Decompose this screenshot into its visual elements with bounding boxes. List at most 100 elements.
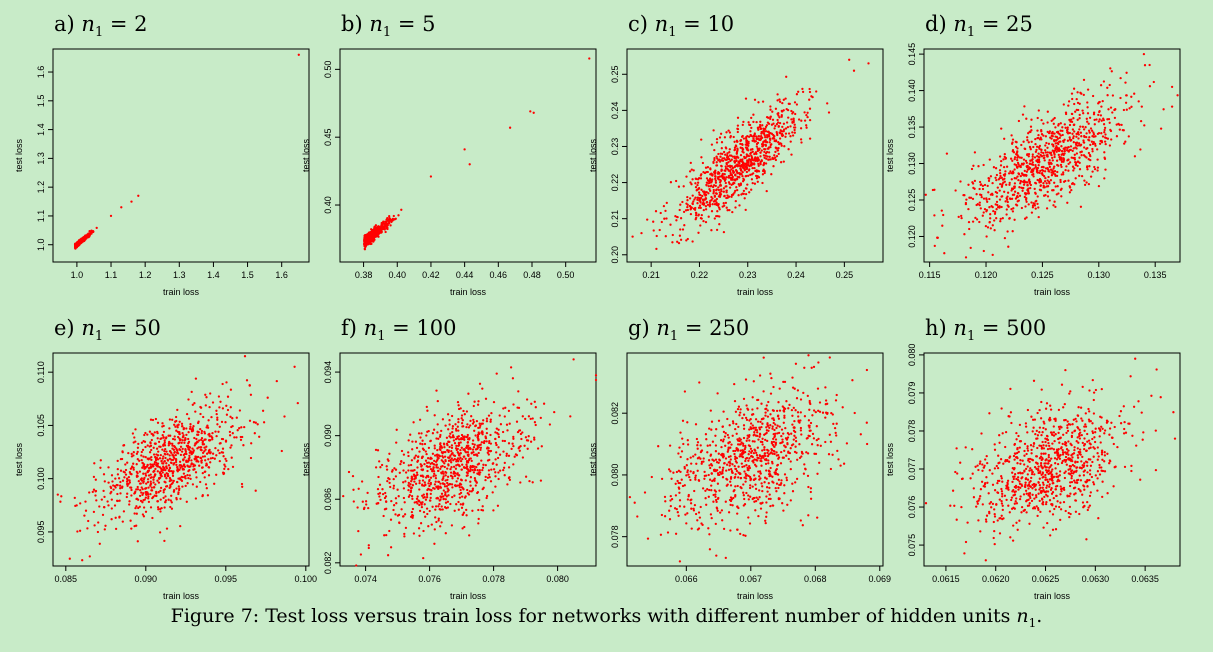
- data-point: [1071, 149, 1074, 153]
- data-point: [1003, 236, 1007, 240]
- data-point: [732, 171, 736, 174]
- data-point: [449, 474, 453, 477]
- data-point: [466, 451, 470, 454]
- y-tick-label: 1.4: [36, 123, 46, 136]
- data-point: [455, 464, 458, 467]
- data-point: [697, 231, 700, 234]
- x-tick-label: 1.2: [139, 270, 152, 280]
- data-point: [227, 467, 230, 471]
- data-point: [1086, 168, 1089, 171]
- data-point: [1070, 188, 1073, 192]
- data-point: [464, 479, 467, 482]
- data-point: [1032, 202, 1035, 205]
- data-point: [1043, 159, 1046, 162]
- data-point: [462, 488, 465, 491]
- data-point: [211, 436, 214, 439]
- data-point: [132, 441, 135, 444]
- data-point: [527, 435, 530, 438]
- data-point: [789, 140, 792, 143]
- data-point: [1067, 104, 1070, 107]
- data-point: [181, 436, 185, 439]
- data-point: [142, 515, 146, 518]
- data-point: [782, 122, 786, 125]
- data-point: [705, 177, 709, 180]
- data-point: [640, 231, 643, 235]
- data-point: [374, 224, 378, 227]
- data-point: [1096, 158, 1099, 161]
- data-point: [482, 441, 486, 445]
- data-point: [967, 220, 971, 224]
- data-point: [396, 488, 399, 491]
- data-point: [548, 423, 552, 426]
- data-point: [808, 98, 811, 101]
- data-point: [1080, 154, 1083, 157]
- data-point: [1044, 149, 1047, 152]
- data-point: [437, 486, 440, 490]
- data-point: [741, 180, 745, 183]
- data-point: [466, 461, 470, 464]
- data-point: [466, 438, 470, 441]
- data-point: [1079, 205, 1083, 208]
- data-point: [1032, 175, 1035, 178]
- data-point: [980, 195, 983, 199]
- data-point: [409, 483, 412, 486]
- data-point: [1013, 177, 1016, 180]
- data-point: [479, 424, 482, 427]
- data-point: [395, 428, 398, 431]
- data-point: [446, 449, 449, 452]
- data-point: [745, 139, 748, 143]
- data-point: [439, 446, 442, 449]
- data-point: [758, 123, 762, 127]
- data-point: [1046, 185, 1050, 188]
- data-point: [463, 455, 466, 458]
- data-point: [972, 186, 975, 190]
- data-point: [744, 192, 748, 196]
- data-point: [1108, 144, 1112, 147]
- data-point: [1091, 135, 1094, 138]
- data-point: [1019, 174, 1022, 178]
- data-point: [197, 446, 200, 449]
- data-point: [398, 521, 401, 525]
- data-point: [1029, 148, 1032, 151]
- data-point: [729, 170, 732, 173]
- data-point: [529, 110, 532, 113]
- data-point: [173, 435, 176, 438]
- data-point: [484, 397, 488, 400]
- data-point: [452, 454, 455, 457]
- data-point: [435, 466, 438, 469]
- data-point: [127, 451, 130, 455]
- data-point: [1076, 164, 1079, 168]
- data-point: [1073, 130, 1076, 133]
- data-point: [179, 445, 183, 448]
- data-point: [1016, 166, 1019, 169]
- data-point: [1123, 142, 1126, 145]
- data-point: [366, 491, 369, 495]
- data-point: [136, 458, 139, 461]
- y-tick-label: 0.100: [36, 467, 46, 490]
- data-point: [1085, 117, 1088, 120]
- data-point: [407, 495, 411, 498]
- data-point: [138, 459, 141, 462]
- data-point: [453, 509, 456, 512]
- data-point: [774, 150, 777, 154]
- data-point: [421, 455, 424, 458]
- x-tick-label: 0.50: [557, 270, 575, 280]
- data-point: [482, 419, 485, 422]
- data-point: [158, 531, 162, 534]
- data-point: [158, 472, 162, 475]
- data-point: [135, 474, 139, 477]
- y-tick-label: 0.082: [323, 552, 333, 575]
- data-point: [219, 400, 222, 403]
- data-point: [450, 446, 454, 450]
- data-point: [472, 420, 475, 424]
- data-point: [93, 524, 96, 527]
- data-point: [201, 451, 205, 455]
- y-axis-label: test loss: [885, 138, 895, 172]
- data-point: [1000, 159, 1003, 163]
- data-point: [987, 179, 991, 183]
- data-point: [172, 448, 176, 451]
- data-point: [156, 437, 159, 440]
- data-point: [742, 120, 745, 124]
- data-point: [447, 428, 450, 431]
- data-point: [749, 130, 752, 133]
